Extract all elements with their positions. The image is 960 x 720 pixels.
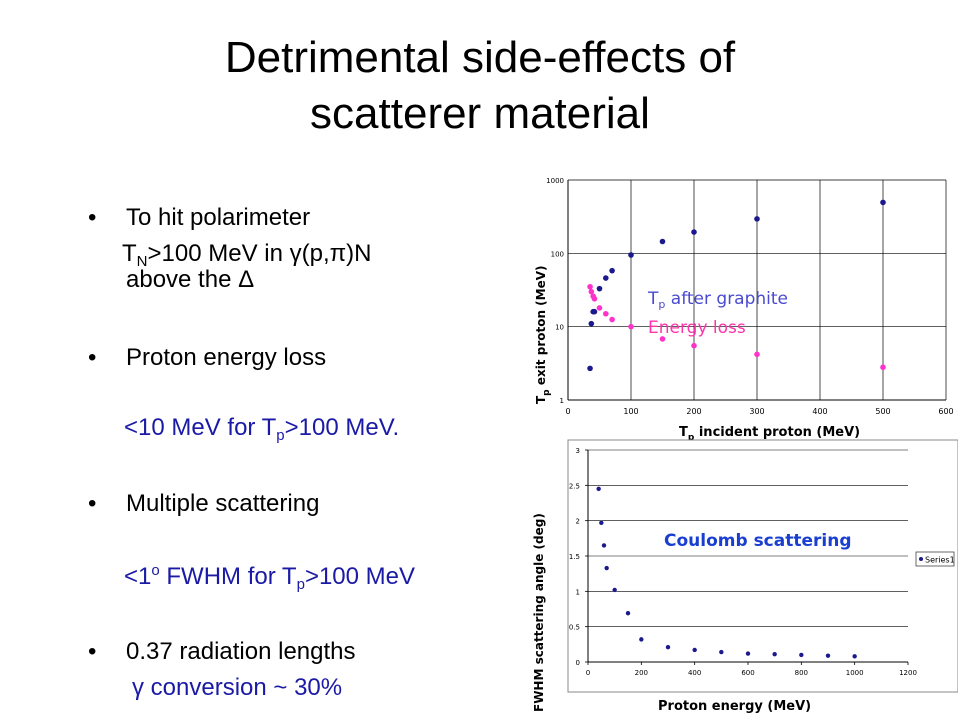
chart1-point	[591, 308, 598, 315]
chart1-x-tick-label: 100	[623, 407, 638, 416]
chart2-point	[692, 647, 697, 653]
bullet-dot: •	[88, 638, 97, 665]
chart1-point	[603, 275, 609, 281]
chart1-point	[691, 342, 697, 349]
chart2-point	[719, 649, 724, 655]
bullet-dot: •	[88, 490, 97, 517]
legend-marker	[919, 557, 923, 561]
chart2-x-tick-label: 0	[586, 669, 590, 677]
chart1-point	[587, 365, 593, 372]
chart2-axes	[585, 449, 909, 665]
chart1-x-tick-label: 500	[875, 407, 890, 416]
chart1-y-tick-label: 1	[560, 397, 564, 405]
chart2-y-axis-label: FWHM scattering angle (deg)	[532, 513, 546, 712]
chart1-point	[591, 295, 598, 302]
title-line-2: scatterer material	[310, 89, 650, 138]
bullet-dot: •	[88, 204, 97, 231]
chart1-point	[609, 316, 615, 323]
bullet-energy-loss-detail: <10 MeV for Tp>100 MeV.	[124, 414, 400, 444]
chart2-point	[799, 652, 804, 658]
chart2-legend: Series1	[915, 551, 955, 567]
chart1-x-tick-label: 400	[812, 407, 827, 416]
chart2-point	[599, 520, 604, 525]
chart1-y-tick-label: 100	[551, 250, 564, 258]
chart2-y-tick-label: 3	[576, 447, 580, 455]
chart2-x-tick-label: 1200	[899, 669, 917, 677]
chart2-x-tick-label: 400	[688, 669, 701, 677]
chart2-x-tick-label: 1000	[846, 669, 864, 677]
chart2-point	[604, 565, 609, 571]
chart1-point	[628, 323, 634, 330]
coulomb-scattering-chart: 0 0.5 1 1.5 2 2.5 3 0 200 400 600 800 1000 1200 Coulo…	[532, 439, 958, 714]
chart2-x-tick-label: 800	[795, 669, 808, 677]
chart2-point	[852, 654, 857, 659]
chart2-y-tick-label: 2.5	[569, 482, 580, 490]
bullet-text: Multiple scattering	[126, 490, 320, 517]
chart2-point	[772, 652, 777, 657]
chart1-x-tick-label: 0	[565, 407, 570, 416]
chart2-y-tick-label: 1.5	[569, 553, 580, 561]
chart1-point	[609, 267, 615, 274]
chart1-x-axis-label: Tp incident proton (MeV)	[679, 425, 860, 440]
bullet-text: 0.37 radiation lengths	[126, 638, 356, 665]
bullet-multiple-scattering-detail: <1o FWHM for Tp>100 MeV	[124, 562, 416, 593]
chart2-y-tick-label: 2	[576, 518, 580, 526]
bullet-text: To hit polarimeter	[126, 204, 311, 231]
energy-loss-chart: 0 100 200 300 400 500 600 1 10 100 1000 Tp inciden…	[534, 177, 954, 440]
chart2-x-tick-label: 600	[741, 669, 754, 677]
chart1-annotation-after-graphite: Tp after graphite	[647, 289, 788, 311]
bullet-dot: •	[88, 344, 97, 371]
chart1-point	[754, 351, 760, 358]
legend-box	[915, 551, 955, 567]
chart2-y-tick-label: 0	[576, 659, 580, 667]
chart1-point	[880, 199, 886, 206]
chart1-y-tick-label: 10	[555, 324, 564, 332]
chart1-point	[880, 364, 886, 371]
chart1-y-tick-label: 1000	[546, 177, 564, 185]
chart2-point	[596, 486, 601, 492]
bullet-polarimeter-detail-2: above the Δ	[126, 266, 255, 293]
chart1-point	[603, 310, 609, 317]
chart1-point	[659, 336, 666, 342]
chart1-points	[587, 199, 886, 372]
chart2-x-tick-label: 200	[635, 669, 648, 677]
chart2-annotation: Coulomb scattering	[664, 531, 852, 551]
chart2-point	[665, 644, 671, 650]
chart2-point	[745, 651, 751, 656]
chart2-points	[596, 486, 857, 659]
chart2-grid	[588, 449, 908, 627]
chart1-point	[596, 305, 603, 311]
chart1-point	[754, 216, 760, 222]
legend-label: Series1	[925, 556, 955, 565]
chart1-x-tick-label: 200	[686, 407, 701, 416]
bullet-polarimeter-detail: TN>100 MeV in γ(p,π)N	[122, 240, 372, 270]
chart1-point	[628, 252, 634, 258]
slide-title: Detrimental side-effects of scatterer ma…	[0, 30, 960, 142]
bullet-radiation-detail: γ conversion ~ 30%	[132, 674, 343, 701]
chart1-point	[596, 285, 603, 292]
bullet-text: Proton energy loss	[126, 344, 327, 371]
chart2-point	[639, 637, 644, 642]
chart2-point	[825, 653, 831, 658]
chart2-x-axis-label: Proton energy (MeV)	[658, 699, 811, 714]
chart2-point	[601, 543, 607, 548]
chart1-point	[587, 283, 593, 290]
chart2-y-tick-label: 0.5	[569, 624, 580, 632]
chart2-y-tick-label: 1	[576, 588, 580, 596]
chart1-y-axis-label: Tp exit proton (MeV)	[534, 265, 552, 404]
chart1-point	[588, 320, 595, 327]
chart2-point	[625, 611, 631, 616]
chart1-x-tick-label: 600	[938, 407, 953, 416]
chart1-annotation-energy-loss: Energy loss	[648, 318, 746, 338]
chart1-point	[588, 288, 595, 295]
chart2-frame	[567, 439, 958, 693]
chart1-axes	[567, 180, 946, 401]
chart1-point	[691, 229, 697, 235]
chart1-x-tick-label: 300	[749, 407, 764, 416]
chart2-point	[612, 587, 617, 593]
chart2-tick-labels: 0 0.5 1 1.5 2 2.5 3 0 200 400 600 800 1000 1200	[569, 447, 917, 677]
chart1-point	[659, 238, 666, 245]
title-line-1: Detrimental side-effects of	[224, 33, 736, 82]
chart1-tick-labels: 0 100 200 300 400 500 600 1 10 100 1000	[546, 177, 953, 416]
